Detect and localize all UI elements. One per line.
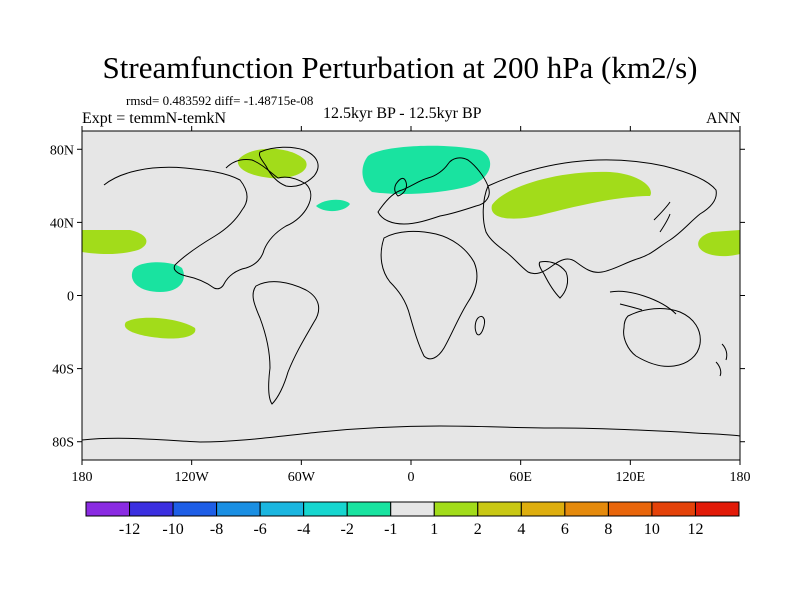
colorbar-label: -2 — [341, 521, 354, 538]
colorbar-swatch — [259, 501, 305, 517]
anomaly-negative-pacific — [131, 262, 184, 292]
axis-ticks: 80N 40N 0 40S 80S 180 120W 60W 0 60E 120E 180 — [50, 126, 751, 485]
coast-india — [538, 261, 569, 299]
anomaly-positive-pacific-east — [698, 230, 740, 257]
anomaly-positive-south-pacific — [124, 317, 196, 339]
anomaly-positive-pacific-west — [82, 230, 147, 254]
coast-africa — [380, 230, 478, 360]
anomaly-negative-atlantic — [316, 199, 350, 212]
lon-tick-label: 60W — [288, 470, 316, 485]
coast-south-america — [252, 281, 320, 405]
colorbar-label: 8 — [604, 521, 612, 538]
colorbar-label: -4 — [297, 521, 310, 538]
coast-uk — [394, 177, 407, 197]
colorbar-swatch — [346, 501, 392, 517]
colorbar-swatch — [564, 501, 609, 517]
colorbar-label: -6 — [253, 521, 266, 538]
colorbar-label: 6 — [561, 521, 569, 538]
lat-tick-label: 40S — [52, 363, 74, 378]
lon-tick-label: 60E — [509, 470, 532, 485]
lon-tick-label: 120W — [175, 470, 210, 485]
colorbar-swatch — [520, 501, 566, 517]
colorbar-swatch — [303, 501, 348, 517]
colorbar-swatch — [129, 501, 174, 517]
coast-australia — [623, 308, 701, 367]
experiment-label: Expt = temmN-temkN — [82, 110, 227, 127]
coast-indonesia — [609, 290, 677, 315]
colorbar-swatch — [216, 501, 261, 517]
coast-madagascar — [474, 315, 485, 336]
lon-tick-label: 180 — [730, 470, 751, 485]
plot-title: Streamfunction Perturbation at 200 hPa (… — [102, 50, 698, 85]
coast-asia — [482, 159, 717, 275]
coast-europe — [377, 157, 490, 225]
colorbar-label: 12 — [687, 521, 703, 538]
colorbar-label: 2 — [474, 521, 482, 538]
colorbar-swatch — [172, 501, 218, 517]
lon-tick-label: 120E — [616, 470, 646, 485]
colorbar-swatch — [651, 501, 696, 517]
lon-tick-label: 180 — [72, 470, 93, 485]
coast-new-zealand — [715, 343, 728, 377]
colorbar-swatch — [607, 501, 653, 517]
colorbar: -12 -10 -8 -6 -4 -2 -1 1 2 4 6 8 10 12 — [85, 501, 740, 538]
colorbar-label: 4 — [517, 521, 525, 538]
colorbar-label: 1 — [430, 521, 438, 538]
coast-japan — [653, 201, 671, 233]
lat-tick-label: 0 — [67, 290, 74, 305]
lon-tick-label: 0 — [408, 470, 415, 485]
season-label: ANN — [706, 110, 741, 127]
colorbar-label: -8 — [210, 521, 223, 538]
coastlines — [82, 146, 740, 443]
colorbar-swatch — [390, 501, 435, 517]
lat-tick-label: 80N — [50, 143, 74, 158]
stats-label: rmsd= 0.483592 diff= -1.48715e-08 — [126, 93, 314, 108]
colorbar-swatch — [694, 501, 740, 517]
colorbar-swatch — [433, 501, 479, 517]
colorbar-label: -10 — [162, 521, 183, 538]
colorbar-swatch — [477, 501, 522, 517]
coast-greenland — [259, 146, 319, 187]
coast-north-america — [103, 159, 312, 290]
coast-antarctica — [82, 425, 740, 443]
colorbar-label: -1 — [384, 521, 397, 538]
anomaly-positive-greenland — [237, 148, 307, 179]
colorbar-label: -12 — [119, 521, 140, 538]
lat-tick-label: 80S — [52, 436, 74, 451]
lat-tick-label: 40N — [50, 216, 74, 231]
colorbar-swatch — [85, 501, 131, 517]
colorbar-label: 10 — [644, 521, 660, 538]
period-label: 12.5kyr BP - 12.5kyr BP — [323, 105, 482, 122]
anomaly-positive-central-asia — [491, 171, 651, 219]
